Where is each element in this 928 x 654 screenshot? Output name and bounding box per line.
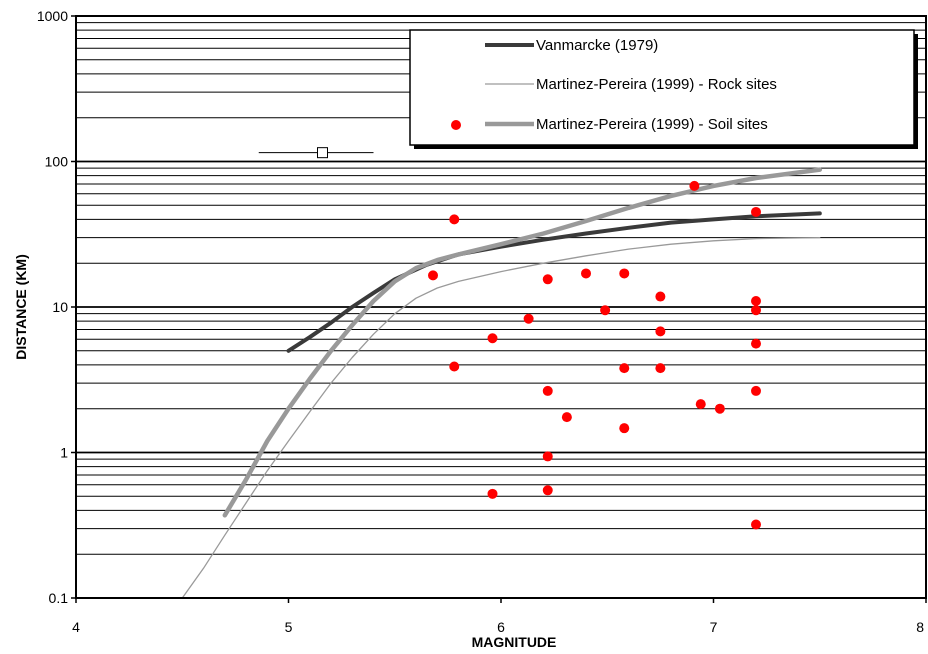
legend-point-swatch [451, 120, 461, 130]
legend-label-1: Vanmarcke (1979) [536, 37, 658, 54]
y-tick-label: 10 [52, 299, 68, 315]
y-tick-label: 100 [45, 154, 69, 170]
data-point [542, 385, 553, 396]
data-point [487, 488, 498, 499]
y-tick-label: 0.1 [49, 590, 69, 606]
scatter-points [428, 180, 761, 530]
x-tick-label: 6 [497, 619, 505, 635]
error-marker-square [317, 147, 328, 159]
legend: Vanmarcke (1979) Martinez-Pereira (1999) … [409, 29, 918, 149]
data-point [695, 399, 706, 410]
y-tick-label: 1 [60, 445, 68, 461]
data-point [487, 333, 498, 344]
data-point [619, 268, 630, 279]
series-line-3 [222, 167, 823, 518]
data-point [523, 313, 534, 324]
data-point [542, 451, 553, 462]
data-point [619, 363, 630, 374]
data-point [751, 519, 761, 530]
data-point [449, 361, 460, 372]
data-point [751, 206, 761, 217]
y-tick-label: 1000 [37, 8, 68, 24]
x-tick-label: 5 [285, 619, 293, 635]
data-point [581, 268, 591, 279]
data-point [655, 363, 666, 374]
legend-label-3: Martinez-Pereira (1999) - Soil sites [536, 116, 768, 133]
data-point [714, 403, 725, 414]
y-axis-title: DISTANCE (KM) [13, 254, 29, 360]
error-marker [258, 147, 374, 159]
data-point [751, 385, 761, 396]
data-point [655, 326, 666, 337]
x-tick-label: 4 [72, 619, 80, 635]
legend-label-2: Martinez-Pereira (1999) - Rock sites [536, 76, 777, 93]
data-point [542, 274, 553, 285]
data-point [751, 295, 761, 306]
series-line-1 [286, 211, 822, 353]
data-point [449, 214, 460, 225]
data-point [600, 305, 611, 316]
series-line-2 [181, 236, 821, 599]
x-axis-title: MAGNITUDE [472, 634, 557, 650]
data-point [751, 305, 761, 316]
data-point [561, 412, 572, 423]
x-tick-label: 7 [710, 619, 718, 635]
data-point [428, 270, 438, 281]
data-point [751, 338, 761, 349]
data-point [689, 180, 700, 191]
data-point [619, 423, 630, 434]
x-tick-label: 8 [916, 619, 924, 635]
axis-ticks: 4 5 6 7 8 0.1 1 10 100 1000 [37, 8, 927, 635]
series-lines [181, 167, 823, 599]
data-point [542, 485, 553, 496]
data-point [655, 291, 666, 302]
